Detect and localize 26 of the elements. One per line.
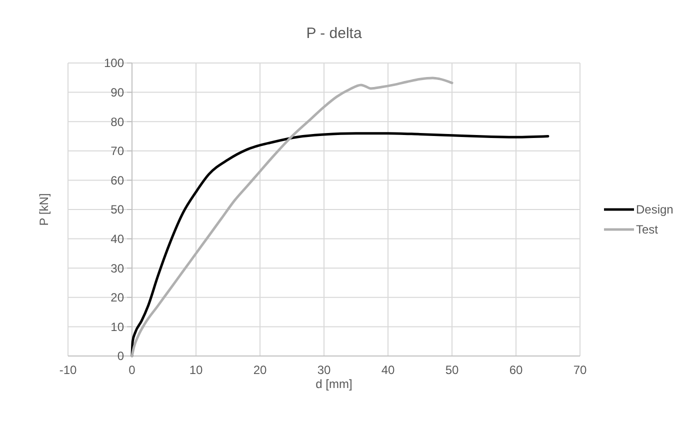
line-series bbox=[130, 76, 454, 358]
y-tick-label: 50 bbox=[110, 202, 124, 217]
x-axis-title: d [mm] bbox=[316, 377, 352, 391]
y-axis-title: P [kN] bbox=[37, 193, 51, 226]
x-tick-label: 70 bbox=[573, 363, 587, 377]
x-tick-label: 30 bbox=[317, 363, 331, 377]
x-tick-label: 40 bbox=[381, 363, 395, 377]
y-tick-label: 30 bbox=[110, 261, 124, 276]
x-tick-label: 50 bbox=[445, 363, 459, 377]
y-tick-label: 40 bbox=[110, 232, 124, 246]
y-tick-label: 60 bbox=[110, 173, 124, 188]
y-tick-label: 80 bbox=[110, 114, 124, 129]
y-tick-label: 10 bbox=[110, 320, 124, 334]
y-tick-label: 100 bbox=[104, 56, 124, 70]
y-tick-label: 90 bbox=[110, 86, 124, 100]
x-tick-label: 60 bbox=[509, 363, 523, 377]
legend-label: Test bbox=[636, 222, 659, 237]
x-tick-label: -10 bbox=[59, 363, 77, 377]
x-tick-label: 10 bbox=[189, 363, 203, 377]
y-tick-label: 20 bbox=[110, 290, 124, 305]
x-tick-label: 0 bbox=[128, 363, 136, 377]
chart-title: P - delta bbox=[306, 25, 362, 42]
legend-label: Design bbox=[636, 202, 674, 217]
x-tick-label: 20 bbox=[253, 363, 267, 377]
y-tick-label: 0 bbox=[117, 349, 124, 364]
y-tick-label: 70 bbox=[110, 144, 124, 158]
